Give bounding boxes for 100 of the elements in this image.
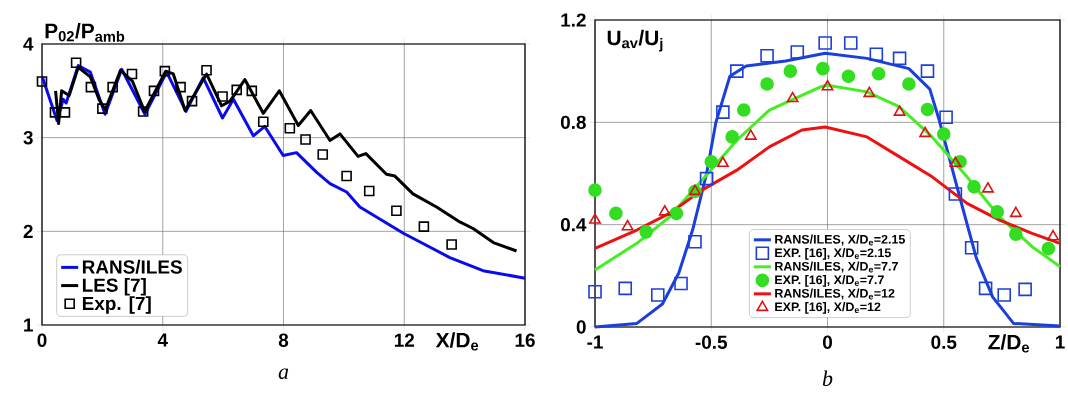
x-tick-label: 0 — [822, 335, 832, 349]
point — [1047, 229, 1060, 241]
x-tick-label: 1 — [1055, 335, 1065, 349]
point — [737, 103, 751, 117]
y-tick-label: 1 — [24, 318, 33, 332]
point — [1041, 241, 1056, 256]
point — [892, 51, 907, 66]
point — [588, 284, 602, 299]
point — [175, 81, 186, 93]
point — [964, 240, 979, 255]
legend-label: EXP. [16], X/D$_{e}$=2.15 — [775, 248, 891, 260]
y-tick-label: 0 — [576, 320, 586, 334]
y-tick-label: 1.2 — [561, 13, 586, 27]
point — [589, 213, 601, 224]
point — [730, 64, 744, 78]
legend-label: RANS/ILES, X/D$_{e}$=12 — [775, 288, 895, 300]
point — [981, 182, 994, 193]
point — [159, 65, 171, 77]
y-axis-title: P$_{02}$/P$_{amb}$ — [45, 23, 125, 42]
x-tick-label: 16 — [515, 333, 535, 347]
point — [618, 281, 633, 296]
point — [790, 45, 805, 59]
legend-label: EXP. [16], X/D$_{e}$=7.7 — [775, 275, 884, 287]
point — [948, 187, 963, 201]
point — [284, 123, 296, 134]
point — [841, 69, 856, 84]
point — [107, 81, 118, 93]
point — [716, 156, 729, 168]
point — [919, 126, 932, 138]
point — [978, 281, 993, 296]
point — [588, 183, 602, 197]
point — [217, 91, 228, 102]
point — [85, 81, 97, 93]
point — [744, 129, 757, 140]
point — [148, 85, 160, 97]
point — [1018, 282, 1032, 297]
point — [939, 110, 953, 125]
legend-label: RANS/ILES, X/D$_{e}$=7.7 — [775, 261, 898, 273]
legend-label: RANS/ILES — [82, 259, 182, 274]
y-axis-title: U$_{av}$/U$_{j}$ — [607, 29, 663, 52]
point — [257, 116, 269, 128]
point — [669, 206, 684, 221]
text: a — [278, 368, 289, 380]
point — [786, 91, 799, 103]
point — [674, 276, 688, 291]
point — [59, 107, 71, 118]
point — [821, 79, 834, 91]
text: b — [822, 370, 833, 386]
point — [688, 235, 702, 249]
point — [621, 219, 634, 231]
point — [920, 64, 935, 78]
y-tick-label: 0.8 — [560, 115, 586, 130]
point — [1009, 227, 1023, 241]
point — [893, 105, 906, 116]
y-tick-label: 2 — [23, 224, 33, 238]
point — [246, 85, 258, 97]
point — [725, 130, 739, 144]
point — [699, 171, 714, 186]
point — [300, 134, 311, 145]
x-tick-label: 0.5 — [931, 335, 957, 349]
point — [783, 64, 798, 78]
x-tick-label: 8 — [278, 333, 289, 347]
x-axis-title: Z/D$_{e}$ — [988, 334, 1030, 353]
legend-label: RANS/ILES, X/D$_{e}$=2.15 — [775, 234, 905, 246]
point — [186, 95, 198, 107]
point — [843, 36, 858, 50]
point — [137, 106, 149, 117]
point — [341, 170, 352, 182]
point — [418, 221, 430, 232]
point — [716, 105, 730, 119]
point — [818, 36, 832, 50]
point — [936, 127, 951, 141]
y-tick-label: 0.4 — [560, 217, 587, 232]
x-tick-label: -1 — [587, 335, 603, 349]
x-tick-label: -0.5 — [695, 335, 728, 349]
point — [391, 205, 402, 217]
y-tick-label: 3 — [23, 130, 33, 145]
point — [871, 66, 886, 81]
point — [658, 205, 671, 216]
point — [201, 64, 212, 76]
point — [317, 149, 329, 160]
legend-label: EXP. [16], X/D$_{e}$=12 — [775, 302, 881, 314]
point — [363, 185, 375, 197]
point — [1009, 206, 1022, 218]
point — [920, 102, 935, 117]
point — [70, 57, 82, 69]
x-tick-label: 12 — [394, 333, 415, 347]
point — [36, 76, 48, 87]
point — [704, 154, 719, 169]
point — [231, 84, 243, 96]
legend-label: LES [7] — [82, 277, 146, 296]
point — [863, 86, 876, 98]
point — [869, 47, 884, 62]
x-axis-title: X/D$_{e}$ — [435, 332, 479, 351]
point — [967, 180, 981, 194]
point — [760, 49, 774, 63]
point — [609, 206, 623, 221]
y-tick-label: 4 — [23, 37, 34, 51]
point — [997, 288, 1012, 302]
line-series — [593, 125, 1062, 250]
